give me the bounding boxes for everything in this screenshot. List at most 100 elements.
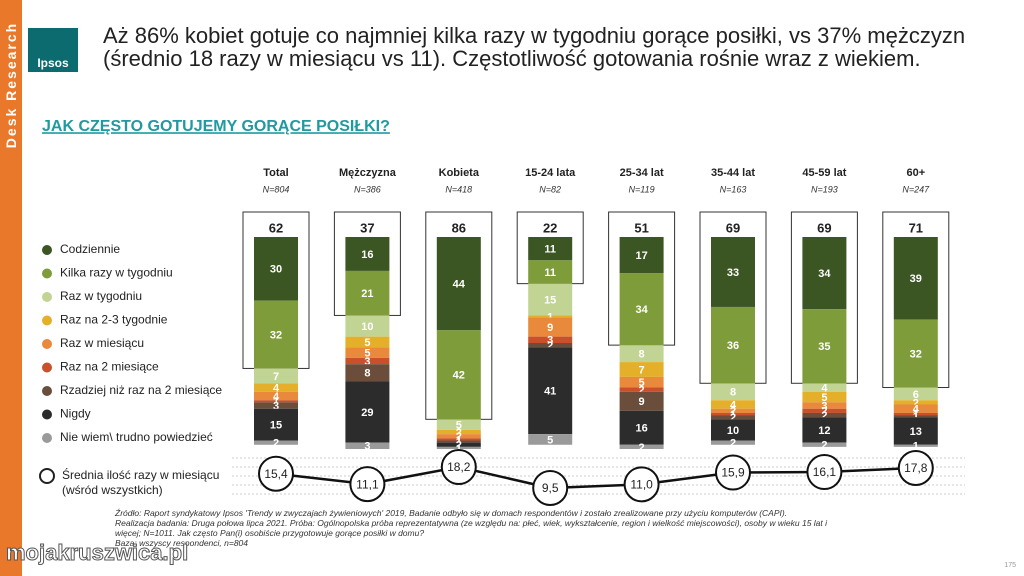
legend-label: Raz w tygodniu — [60, 289, 142, 303]
bar-segment — [528, 260, 573, 284]
bar-segment — [436, 419, 481, 430]
column-header: 25-34 lat — [620, 167, 664, 179]
segment-label: 5 — [364, 337, 370, 349]
column-base: N=119 — [629, 184, 655, 194]
segment-label: 6 — [913, 389, 919, 401]
segment-label: 2 — [639, 442, 645, 454]
bar-segment — [254, 237, 298, 301]
total-label: 71 — [909, 220, 923, 235]
bar-segment — [436, 442, 481, 447]
legend-label: Rzadziej niż raz na 2 miesiące — [60, 383, 222, 397]
side-strip: Desk Research — [0, 0, 22, 576]
segment-label: 41 — [544, 386, 556, 398]
average-label: 11,1 — [356, 477, 379, 491]
average-marker — [258, 455, 294, 492]
segment-label: 3 — [364, 441, 370, 453]
column-header: Mężczyzna — [339, 167, 397, 179]
column-base: N=163 — [720, 184, 747, 194]
bar-segment — [802, 442, 847, 447]
bar-segment — [254, 408, 298, 441]
bar-segment — [345, 237, 390, 271]
bar-segment — [345, 270, 390, 316]
bar-segment — [254, 300, 298, 369]
legend-label: (wśród wszystkich) — [62, 483, 163, 497]
bar-segment — [802, 237, 847, 310]
legend-marker — [42, 409, 52, 420]
average-marker — [623, 466, 660, 503]
segment-label: 34 — [818, 268, 831, 280]
segment-label: 4 — [273, 391, 280, 403]
segment-label: 1 — [456, 434, 462, 446]
average-label: 9,5 — [542, 481, 559, 495]
segment-label: 34 — [635, 304, 648, 316]
bar-segment — [436, 330, 481, 420]
segment-label: 39 — [910, 273, 922, 285]
bar-segment — [711, 408, 755, 413]
total-label: 37 — [360, 220, 374, 235]
legend-label: Kilka razy w tygodniu — [60, 266, 173, 280]
segment-label: 2 — [913, 397, 919, 409]
bar-segment — [619, 273, 664, 346]
column-header: Total — [263, 167, 288, 179]
column-header: 15-24 lata — [525, 167, 576, 179]
bar-segment — [802, 383, 847, 392]
average-marker — [440, 449, 477, 485]
average-label: 16,1 — [813, 465, 837, 479]
bar-segment — [528, 283, 573, 316]
bar-segment — [345, 381, 390, 443]
bar-segment — [528, 336, 573, 343]
footnote-line: Baza: wszyscy respondenci, n=804 — [115, 538, 249, 548]
segment-label: 8 — [730, 387, 736, 399]
segment-label: 42 — [453, 370, 465, 382]
bar-segment — [802, 309, 847, 384]
segment-label: 2 — [821, 410, 827, 422]
bar-segment — [528, 315, 573, 318]
bar-segment — [711, 412, 755, 416]
segment-label: 5 — [456, 420, 462, 432]
watermark: mojakruszwica.pl — [5, 540, 189, 566]
segment-label: 30 — [270, 264, 282, 276]
segment-label: 2 — [456, 427, 462, 439]
bar-segment — [345, 442, 390, 449]
segment-label: 9 — [639, 396, 645, 408]
segment-label: 4 — [913, 404, 920, 416]
segment-label: 3 — [364, 356, 370, 368]
bar-segment — [893, 415, 938, 418]
bar-segment — [619, 391, 664, 411]
segment-label: 32 — [910, 349, 922, 361]
bar-segment — [254, 400, 298, 403]
legend-marker — [42, 362, 52, 373]
bar-segment — [619, 387, 664, 392]
bar-segment — [345, 336, 390, 348]
segment-label: 5 — [639, 377, 645, 389]
legend-marker — [42, 245, 52, 255]
chart-title: JAK CZĘSTO GOTUJEMY GORĄCE POSIŁKI? — [42, 118, 390, 135]
legend-marker — [42, 339, 52, 349]
legend-label: Raz na 2-3 tygodnie — [60, 313, 168, 327]
segment-label: 13 — [910, 426, 922, 438]
segment-label: 15 — [270, 420, 282, 432]
segment-label: 7 — [273, 371, 279, 383]
bar-segment — [711, 440, 755, 445]
footnote-line: więcej; N=1011. Jak często Pan(i) osobiś… — [115, 528, 425, 538]
segment-label: 10 — [361, 321, 373, 333]
column-header: Kobieta — [439, 167, 480, 179]
segment-label: 12 — [818, 425, 830, 437]
segment-label: 2 — [730, 406, 736, 418]
bar-segment — [528, 237, 573, 261]
bar-segment — [345, 347, 390, 358]
bar-segment — [711, 400, 755, 409]
segment-label: 8 — [364, 368, 370, 380]
legend-marker — [39, 468, 55, 484]
segment-label: 2 — [456, 431, 462, 443]
average-marker — [715, 454, 751, 491]
legend-label: Nie wiem\ trudno powiedzieć — [60, 430, 213, 444]
segment-label: 2 — [547, 340, 553, 352]
column-base: N=386 — [354, 184, 381, 194]
bar-segment — [345, 315, 390, 337]
legend-label: Codziennie — [60, 242, 120, 256]
bar-segment — [436, 440, 481, 443]
legend-label: Nigdy — [60, 407, 91, 421]
segment-label: 29 — [361, 407, 373, 419]
